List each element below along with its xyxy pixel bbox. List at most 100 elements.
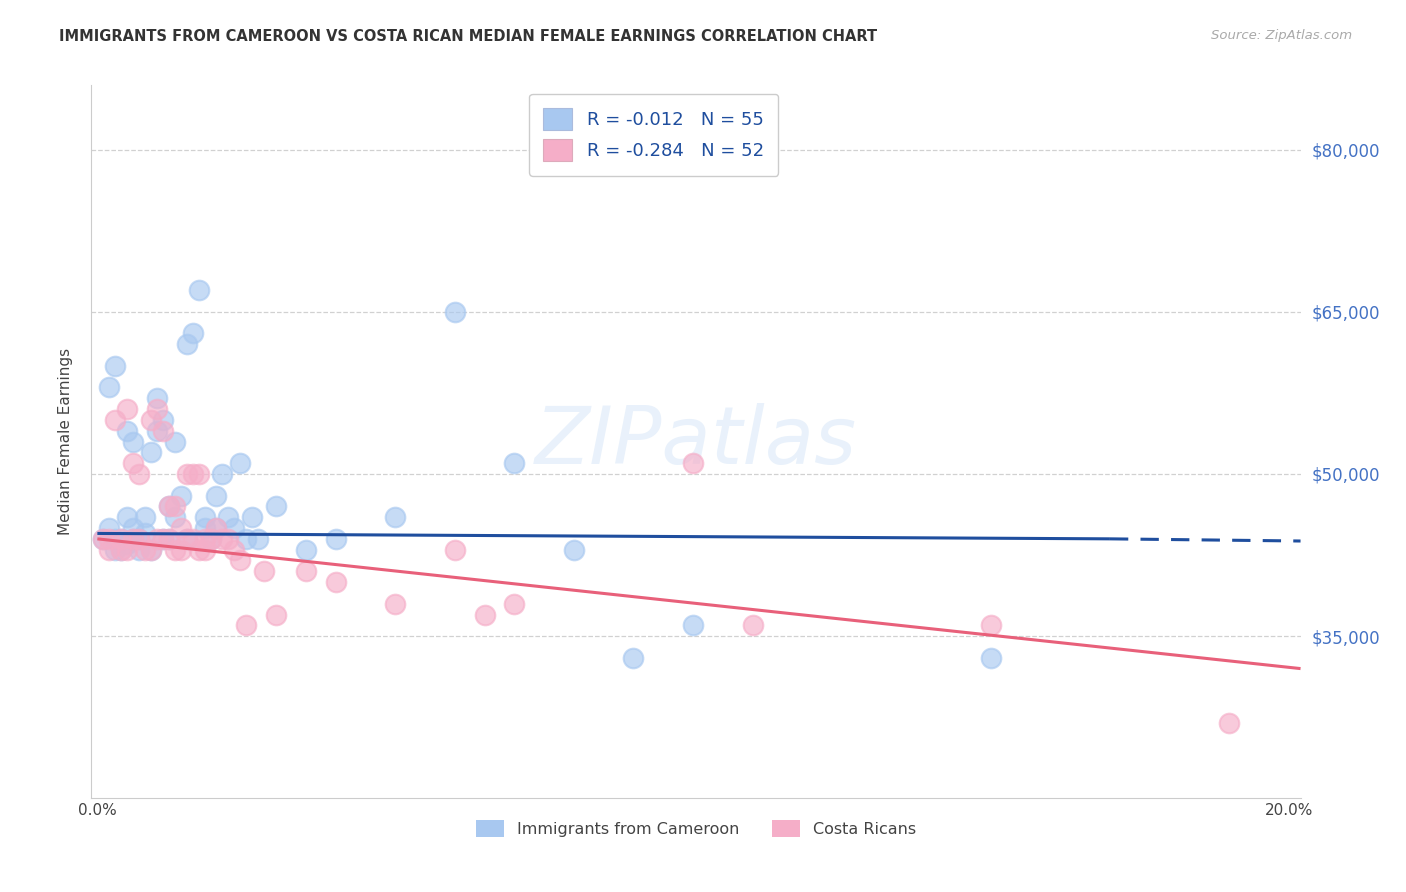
Point — [384, 597, 406, 611]
Point — [122, 532, 145, 546]
Point — [122, 434, 145, 449]
Point — [193, 542, 215, 557]
Point — [623, 650, 645, 665]
Point — [122, 521, 145, 535]
Point — [98, 542, 121, 557]
Point — [176, 337, 198, 351]
Point — [217, 532, 239, 546]
Point — [503, 456, 526, 470]
Point — [128, 467, 150, 481]
Point — [264, 500, 287, 514]
Point — [176, 532, 198, 546]
Point — [110, 542, 132, 557]
Point — [170, 489, 193, 503]
Point — [247, 532, 270, 546]
Point — [443, 542, 465, 557]
Point — [224, 521, 246, 535]
Point — [139, 445, 162, 459]
Point — [128, 542, 150, 557]
Point — [205, 521, 228, 535]
Point — [474, 607, 496, 622]
Text: ZIPatlas: ZIPatlas — [534, 402, 858, 481]
Point — [211, 467, 233, 481]
Point — [224, 542, 246, 557]
Point — [122, 456, 145, 470]
Point — [115, 402, 138, 417]
Point — [98, 380, 121, 394]
Point — [443, 305, 465, 319]
Point — [229, 553, 252, 567]
Point — [163, 500, 186, 514]
Point — [211, 532, 233, 546]
Point — [104, 542, 127, 557]
Point — [163, 434, 186, 449]
Point — [91, 532, 114, 546]
Point — [181, 532, 204, 546]
Point — [104, 532, 127, 546]
Point — [200, 532, 222, 546]
Text: IMMIGRANTS FROM CAMEROON VS COSTA RICAN MEDIAN FEMALE EARNINGS CORRELATION CHART: IMMIGRANTS FROM CAMEROON VS COSTA RICAN … — [59, 29, 877, 44]
Point — [176, 467, 198, 481]
Point — [157, 532, 180, 546]
Point — [139, 413, 162, 427]
Point — [134, 526, 156, 541]
Point — [980, 650, 1002, 665]
Point — [134, 510, 156, 524]
Point — [146, 402, 169, 417]
Point — [193, 521, 215, 535]
Point — [152, 424, 174, 438]
Point — [146, 424, 169, 438]
Point — [170, 521, 193, 535]
Point — [163, 542, 186, 557]
Point — [295, 564, 318, 578]
Point — [240, 510, 263, 524]
Point — [157, 500, 180, 514]
Point — [325, 532, 347, 546]
Point — [139, 542, 162, 557]
Point — [163, 510, 186, 524]
Point — [128, 532, 150, 546]
Point — [980, 618, 1002, 632]
Point — [295, 542, 318, 557]
Point — [200, 532, 222, 546]
Y-axis label: Median Female Earnings: Median Female Earnings — [58, 348, 73, 535]
Point — [235, 532, 257, 546]
Point — [104, 359, 127, 373]
Point — [682, 456, 704, 470]
Point — [253, 564, 276, 578]
Point — [98, 532, 121, 546]
Point — [115, 542, 138, 557]
Point — [181, 326, 204, 341]
Point — [110, 532, 132, 546]
Point — [384, 510, 406, 524]
Point — [229, 456, 252, 470]
Point — [503, 597, 526, 611]
Point — [205, 521, 228, 535]
Point — [187, 467, 209, 481]
Legend: Immigrants from Cameroon, Costa Ricans: Immigrants from Cameroon, Costa Ricans — [470, 814, 922, 844]
Point — [217, 510, 239, 524]
Point — [1218, 715, 1240, 730]
Point — [325, 575, 347, 590]
Point — [235, 618, 257, 632]
Point — [176, 532, 198, 546]
Point — [146, 392, 169, 406]
Point — [562, 542, 585, 557]
Point — [110, 542, 132, 557]
Point — [98, 521, 121, 535]
Point — [193, 532, 215, 546]
Point — [115, 510, 138, 524]
Point — [741, 618, 763, 632]
Point — [264, 607, 287, 622]
Point — [682, 618, 704, 632]
Point — [157, 532, 180, 546]
Point — [122, 532, 145, 546]
Text: Source: ZipAtlas.com: Source: ZipAtlas.com — [1212, 29, 1353, 42]
Point — [181, 467, 204, 481]
Point — [157, 500, 180, 514]
Point — [152, 413, 174, 427]
Point — [205, 489, 228, 503]
Point — [134, 542, 156, 557]
Point — [128, 532, 150, 546]
Point — [187, 542, 209, 557]
